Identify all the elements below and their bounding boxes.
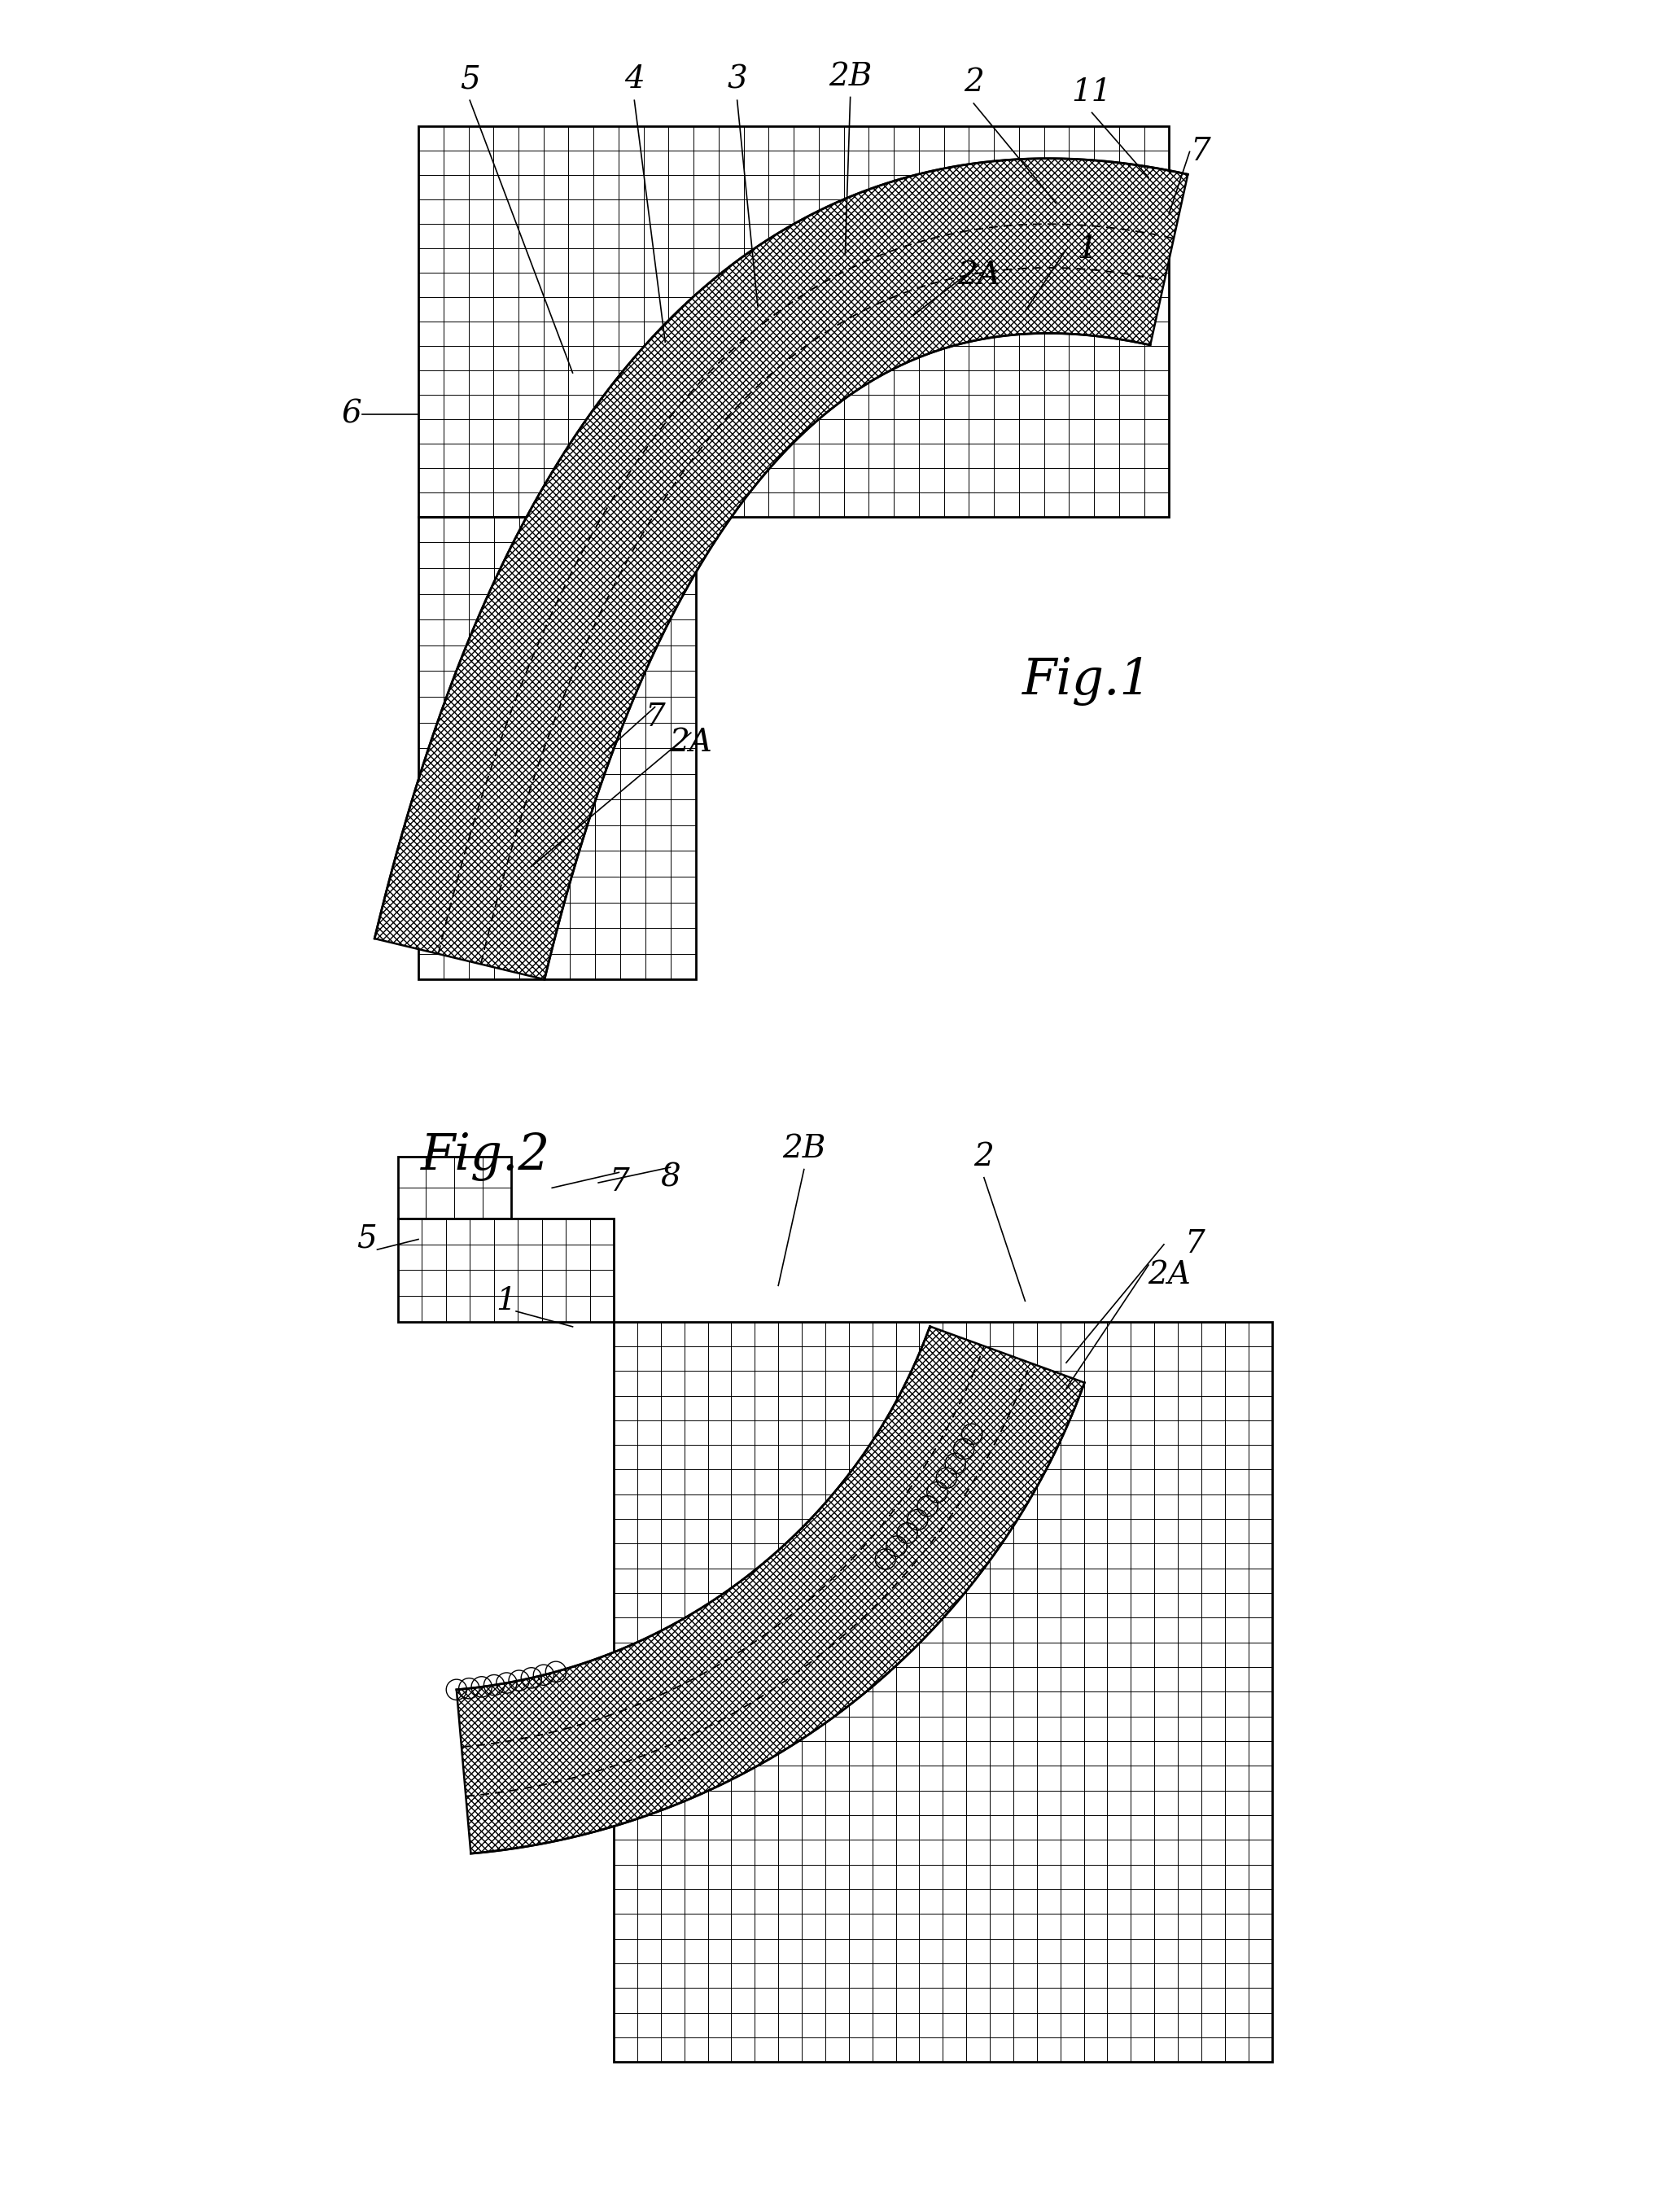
Text: 7: 7 [608, 1168, 628, 1197]
Text: 8: 8 [660, 1162, 680, 1192]
Text: Fig.2: Fig.2 [420, 1133, 549, 1182]
Text: 2: 2 [974, 1142, 995, 1173]
Text: 7: 7 [645, 702, 665, 733]
Bar [418, 127, 1169, 516]
Text: 2: 2 [964, 68, 984, 98]
Bar [398, 1157, 511, 1219]
Text: 7: 7 [1189, 136, 1210, 166]
Text: 5: 5 [460, 66, 480, 94]
Polygon shape [375, 158, 1188, 980]
Text: 4: 4 [625, 66, 645, 94]
Bar [398, 1219, 613, 1322]
Polygon shape [457, 1326, 1085, 1853]
Text: 2A: 2A [1147, 1260, 1191, 1291]
Text: Fig.1: Fig.1 [1021, 656, 1151, 707]
Text: 7: 7 [1184, 1230, 1205, 1260]
Text: 2B: 2B [828, 61, 872, 92]
Bar [613, 1322, 1272, 2061]
Text: 2A: 2A [958, 260, 1000, 291]
Text: 1: 1 [496, 1287, 516, 1315]
Text: 2B: 2B [783, 1133, 827, 1164]
Text: 6: 6 [341, 398, 361, 429]
Text: 2A: 2A [669, 729, 712, 757]
Text: 1: 1 [1077, 234, 1097, 265]
Text: 3: 3 [727, 66, 748, 94]
Text: 11: 11 [1072, 77, 1112, 107]
Bar [418, 516, 696, 980]
Text: 5: 5 [356, 1225, 376, 1254]
